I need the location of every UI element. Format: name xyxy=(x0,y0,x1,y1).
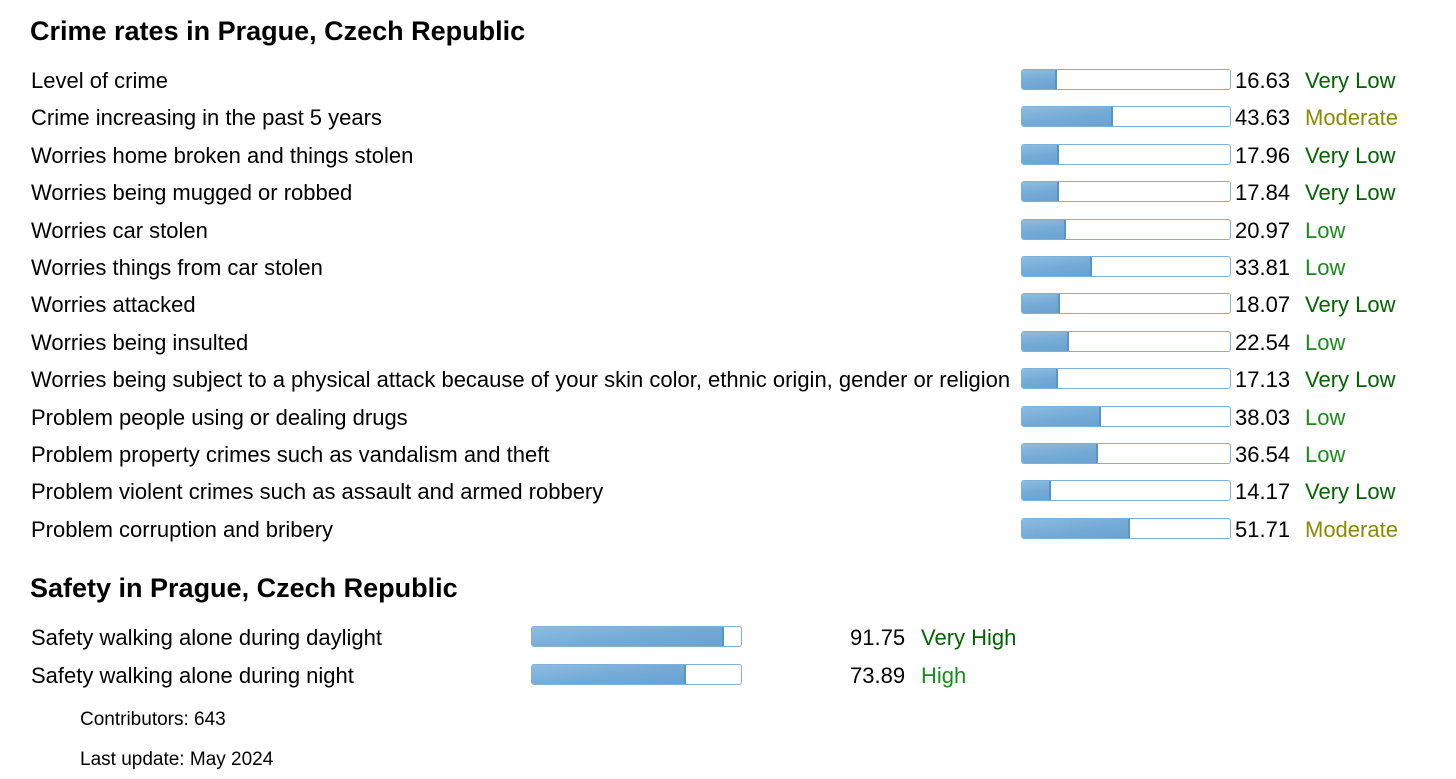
crime-row-label: Worries home broken and things stolen xyxy=(31,142,414,168)
crime-level-bar xyxy=(1021,480,1231,502)
crime-level-bar xyxy=(1021,106,1231,128)
safety-row: Safety walking alone during daylight 91.… xyxy=(31,622,1431,654)
crime-row-value: 51.71 xyxy=(1235,516,1291,542)
safety-row-value: 91.75 xyxy=(850,625,906,650)
crime-row-value: 17.13 xyxy=(1235,367,1291,393)
safety-level-bar xyxy=(531,626,742,647)
safety-row: Safety walking alone during night 73.89 … xyxy=(31,660,1431,692)
safety-level-bar xyxy=(531,663,742,685)
bar-fill xyxy=(532,664,686,684)
crime-level-bar xyxy=(1021,330,1231,352)
crime-row-label: Crime increasing in the past 5 years xyxy=(31,105,382,131)
crime-row-label: Worries being insulted xyxy=(31,329,249,355)
crime-row-value: 33.81 xyxy=(1235,255,1291,280)
crime-row-rating: Very Low xyxy=(1305,292,1396,318)
crime-row-rating: Very Low xyxy=(1305,142,1396,168)
crime-row-label: Problem violent crimes such as assault a… xyxy=(31,479,604,505)
crime-row: Worries being insulted 22.54 Low xyxy=(31,327,1431,359)
safety-row-rating: Very High xyxy=(921,625,1017,650)
crime-row-label: Problem people using or dealing drugs xyxy=(31,404,408,430)
crime-row: Problem violent crimes such as assault a… xyxy=(31,476,1431,508)
crime-row-value: 43.63 xyxy=(1235,105,1291,131)
crime-row-rating: Low xyxy=(1305,329,1346,355)
bar-fill xyxy=(1022,369,1058,389)
crime-row: Level of crime 16.63 Very Low xyxy=(31,65,1431,97)
crime-row-value: 17.96 xyxy=(1235,142,1291,168)
bar-fill xyxy=(1022,518,1130,538)
crime-level-bar xyxy=(1021,181,1231,203)
crime-row-label: Problem property crimes such as vandalis… xyxy=(31,442,550,467)
crime-level-bar xyxy=(1021,368,1231,390)
crime-level-bar xyxy=(1021,443,1231,464)
crime-level-bar xyxy=(1021,69,1231,90)
crime-section-title: Crime rates in Prague, Czech Republic xyxy=(30,16,526,46)
crime-row-rating: Low xyxy=(1305,442,1346,467)
crime-row-label: Worries attacked xyxy=(31,292,196,318)
bar-fill xyxy=(1022,406,1101,426)
crime-row: Crime increasing in the past 5 years 43.… xyxy=(31,102,1431,134)
bar-fill xyxy=(1022,107,1113,127)
crime-row: Worries home broken and things stolen 17… xyxy=(31,140,1431,172)
crime-row-value: 38.03 xyxy=(1235,404,1291,430)
crime-row-value: 16.63 xyxy=(1235,68,1291,93)
crime-row: Problem property crimes such as vandalis… xyxy=(31,439,1431,471)
crime-row-rating: Very Low xyxy=(1305,180,1396,206)
crime-row: Worries attacked 18.07 Very Low xyxy=(31,289,1431,321)
crime-row-value: 17.84 xyxy=(1235,180,1291,206)
crime-row-rating: Very Low xyxy=(1305,367,1396,393)
crime-row-rating: Low xyxy=(1305,404,1346,430)
crime-level-bar xyxy=(1021,143,1231,165)
crime-row-rating: Very Low xyxy=(1305,68,1396,93)
safety-section-title: Safety in Prague, Czech Republic xyxy=(30,573,458,603)
crime-row-rating: Low xyxy=(1305,217,1346,243)
crime-row-rating: Moderate xyxy=(1305,105,1398,131)
bar-fill xyxy=(1022,70,1057,89)
bar-fill xyxy=(1022,257,1092,276)
safety-row-value: 73.89 xyxy=(850,662,906,688)
crime-row: Problem people using or dealing drugs 38… xyxy=(31,402,1431,434)
crime-level-bar xyxy=(1021,517,1231,539)
contributors-count: Contributors: 643 xyxy=(80,709,226,730)
crime-row-value: 14.17 xyxy=(1235,479,1291,505)
bar-fill xyxy=(1022,481,1051,501)
crime-row-value: 36.54 xyxy=(1235,442,1291,467)
crime-row-label: Level of crime xyxy=(31,68,168,93)
crime-row-label: Worries things from car stolen xyxy=(31,255,323,280)
crime-row-value: 20.97 xyxy=(1235,217,1291,243)
crime-row-value: 18.07 xyxy=(1235,292,1291,318)
crime-row: Worries being subject to a physical atta… xyxy=(31,364,1431,396)
crime-row-label: Problem corruption and bribery xyxy=(31,516,334,542)
last-update-date: Last update: May 2024 xyxy=(80,749,274,770)
bar-fill xyxy=(1022,182,1059,202)
crime-row: Problem corruption and bribery 51.71 Mod… xyxy=(31,514,1431,546)
safety-row-label: Safety walking alone during daylight xyxy=(31,625,383,650)
safety-row-rating: High xyxy=(921,662,967,688)
crime-row-rating: Moderate xyxy=(1305,516,1398,542)
safety-row-label: Safety walking alone during night xyxy=(31,662,354,688)
crime-row-label: Worries car stolen xyxy=(31,217,208,243)
crime-row-label: Worries being subject to a physical atta… xyxy=(31,367,1011,393)
crime-row-rating: Low xyxy=(1305,255,1346,280)
crime-row: Worries being mugged or robbed 17.84 Ver… xyxy=(31,177,1431,209)
bar-fill xyxy=(1022,144,1059,164)
bar-fill xyxy=(1022,331,1069,351)
bar-fill xyxy=(1022,444,1098,463)
crime-row-label: Worries being mugged or robbed xyxy=(31,180,353,206)
crime-level-bar xyxy=(1021,218,1231,240)
bar-fill xyxy=(1022,219,1066,239)
crime-row-rating: Very Low xyxy=(1305,479,1396,505)
crime-row: Worries things from car stolen 33.81 Low xyxy=(31,252,1431,284)
bar-fill xyxy=(1022,294,1060,314)
crime-level-bar xyxy=(1021,293,1231,315)
crime-level-bar xyxy=(1021,256,1231,277)
crime-row: Worries car stolen 20.97 Low xyxy=(31,215,1431,247)
crime-level-bar xyxy=(1021,405,1231,427)
crime-row-value: 22.54 xyxy=(1235,329,1291,355)
bar-fill xyxy=(532,627,724,646)
